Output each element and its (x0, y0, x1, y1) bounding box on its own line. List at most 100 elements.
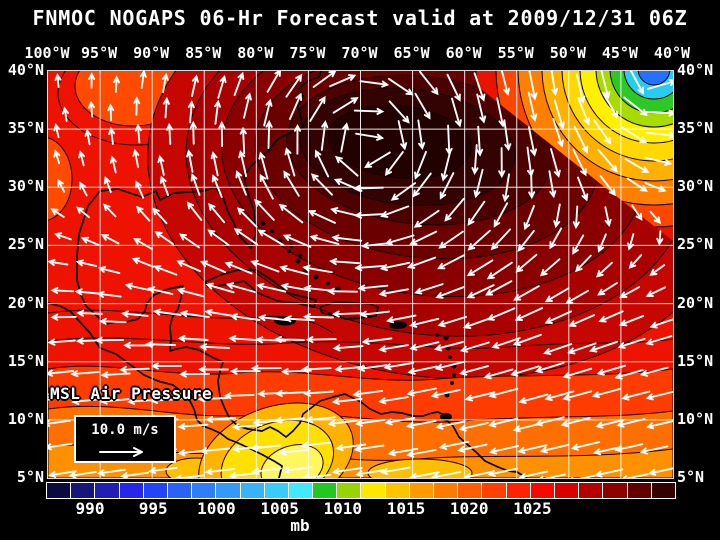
wind-scale-legend: 10.0 m/s (74, 415, 176, 463)
wind-arrow-icon (208, 202, 226, 224)
wind-arrow-icon (134, 123, 142, 144)
wind-arrow-icon (512, 333, 542, 347)
wind-arrow-icon (100, 371, 131, 379)
wind-arrow-icon (257, 229, 285, 246)
wind-arrow-icon (628, 254, 643, 269)
wind-arrow-icon (223, 392, 255, 400)
wind-arrow-icon (386, 314, 417, 324)
wind-arrow-icon (303, 284, 335, 292)
wind-arrow-icon (352, 184, 384, 192)
colorbar-tick-label: 1010 (323, 499, 363, 518)
longitude-tick-label: 80°W (237, 44, 274, 62)
wind-arrow-icon (493, 202, 509, 228)
wind-arrow-icon (263, 98, 273, 127)
wind-arrow-icon (53, 123, 61, 139)
wind-arrow-icon (459, 341, 490, 353)
wind-arrow-icon (639, 445, 669, 455)
wind-arrow-icon (120, 471, 150, 478)
wind-arrow-icon (70, 370, 100, 378)
wind-arrow-icon (48, 419, 71, 428)
field-name-label: MSL Air Pressure (50, 384, 213, 403)
wind-arrow-icon (147, 286, 174, 296)
longitude-tick-label: 65°W (393, 44, 430, 62)
longitude-tick-label: 70°W (341, 44, 378, 62)
wind-arrow-icon (487, 467, 518, 477)
wind-arrow-icon (575, 73, 586, 104)
wind-arrow-icon (48, 258, 69, 266)
wind-arrow-icon (266, 71, 281, 93)
wind-arrow-icon (309, 234, 340, 245)
wind-arrow-icon (467, 229, 491, 251)
wind-arrow-icon (491, 337, 521, 349)
wind-arrow-icon (76, 309, 103, 317)
wind-arrow-icon (534, 361, 565, 374)
wind-arrow-icon (488, 445, 520, 455)
pressure-patch (48, 137, 73, 221)
wind-arrow-icon (100, 234, 120, 245)
wind-scale-value: 10.0 m/s (91, 422, 159, 438)
wind-arrow-icon (626, 177, 648, 192)
wind-arrow-icon (231, 423, 263, 431)
colorbar-cell (167, 483, 192, 498)
colorbar-cell (192, 483, 216, 498)
pressure-colorbar (46, 482, 676, 499)
wind-arrow-icon (94, 336, 125, 344)
wind-arrow-icon (562, 367, 593, 379)
colorbar-cell (216, 483, 240, 498)
wind-arrow-icon (539, 258, 561, 277)
latitude-tick-label: 20°N (677, 293, 714, 312)
latitude-tick-label: 40°N (7, 61, 44, 79)
wind-arrow-icon (380, 466, 411, 476)
wind-arrow-icon (238, 150, 248, 178)
wind-arrow-icon (353, 107, 385, 115)
colorbar-tick-label: 1025 (513, 499, 552, 518)
colorbar-tick-label: 990 (75, 499, 105, 518)
wind-arrow-icon (630, 71, 644, 95)
wind-arrow-icon (330, 207, 361, 217)
wind-arrow-icon (352, 389, 384, 398)
wind-arrow-icon (414, 92, 431, 120)
wind-arrow-icon (552, 118, 564, 148)
wind-arrow-icon (517, 444, 548, 454)
wind-arrow-icon (199, 260, 227, 274)
wind-arrow-icon (107, 103, 115, 122)
wind-arrow-icon (459, 365, 489, 376)
wind-arrow-icon (473, 72, 486, 102)
wind-arrow-icon (645, 390, 673, 401)
wind-arrow-icon (553, 203, 561, 229)
latitude-tick-label: 15°N (677, 351, 714, 370)
wind-arrow-icon (534, 416, 565, 427)
wind-arrow-icon (486, 261, 513, 280)
wind-arrow-icon (419, 71, 439, 96)
wind-arrow-icon (189, 120, 197, 145)
wind-arrow-icon (467, 200, 486, 226)
wind-arrow-icon (274, 416, 306, 424)
wind-arrow-icon (136, 205, 151, 222)
wind-arrow-icon (645, 420, 673, 430)
wind-arrow-icon (48, 393, 71, 401)
colorbar-cell (651, 483, 675, 498)
wind-arrow-icon (132, 148, 140, 169)
wind-arrow-icon (599, 175, 616, 197)
wind-arrow-icon (179, 233, 200, 249)
latitude-tick-label: 15°N (7, 351, 44, 370)
colorbar-cell (627, 483, 651, 498)
wind-arrow-icon (568, 314, 596, 327)
wind-arrow-icon (435, 286, 465, 299)
wind-arrow-icon (331, 310, 363, 318)
wind-arrow-icon (210, 151, 219, 177)
wind-arrow-icon (305, 336, 337, 344)
wind-arrow-icon (565, 289, 589, 304)
wind-arrow-icon (97, 265, 121, 275)
wind-arrow-icon (614, 443, 644, 453)
wind-arrow-icon (589, 340, 619, 353)
wind-arrow-icon (88, 72, 96, 89)
wind-arrow-icon (364, 151, 391, 169)
wind-arrow-icon (87, 100, 96, 118)
pressure-field-plot (48, 71, 673, 478)
wind-arrow-icon (623, 96, 648, 117)
wind-arrow-icon (356, 364, 388, 372)
wind-arrow-icon (409, 230, 438, 246)
wind-arrow-icon (457, 443, 488, 453)
wind-arrow-icon (539, 473, 566, 478)
